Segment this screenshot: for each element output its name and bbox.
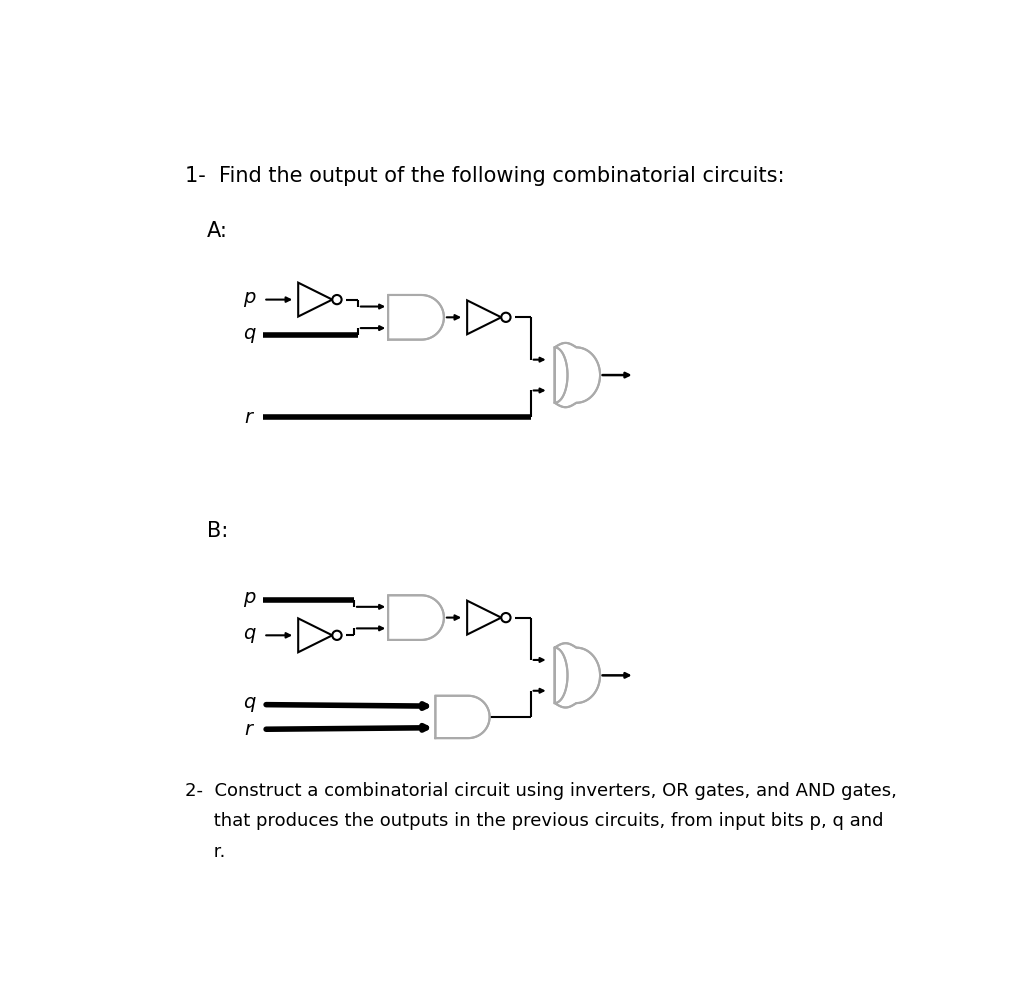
Text: that produces the outputs in the previous circuits, from input bits p, q and: that produces the outputs in the previou… xyxy=(185,812,883,831)
Text: $q$: $q$ xyxy=(243,696,256,714)
Text: $r$: $r$ xyxy=(244,720,255,739)
Polygon shape xyxy=(388,295,444,340)
Text: r.: r. xyxy=(185,844,225,861)
Text: $p$: $p$ xyxy=(243,591,256,610)
Circle shape xyxy=(501,613,511,622)
Circle shape xyxy=(332,295,341,304)
Text: B:: B: xyxy=(207,521,229,541)
Polygon shape xyxy=(388,596,444,640)
Polygon shape xyxy=(554,643,600,708)
Text: 1-  Find the output of the following combinatorial circuits:: 1- Find the output of the following comb… xyxy=(185,165,785,185)
Polygon shape xyxy=(467,300,501,335)
Text: A:: A: xyxy=(207,221,227,241)
Circle shape xyxy=(501,312,511,322)
Text: $q$: $q$ xyxy=(243,326,256,345)
Text: $r$: $r$ xyxy=(244,408,255,427)
Circle shape xyxy=(332,631,341,640)
Text: 2-  Construct a combinatorial circuit using inverters, OR gates, and AND gates,: 2- Construct a combinatorial circuit usi… xyxy=(185,781,896,799)
Polygon shape xyxy=(298,618,332,652)
Polygon shape xyxy=(298,282,332,317)
Polygon shape xyxy=(435,696,490,738)
Polygon shape xyxy=(467,601,501,635)
Text: $p$: $p$ xyxy=(243,290,256,309)
Text: $q$: $q$ xyxy=(243,626,256,645)
Polygon shape xyxy=(554,343,600,407)
